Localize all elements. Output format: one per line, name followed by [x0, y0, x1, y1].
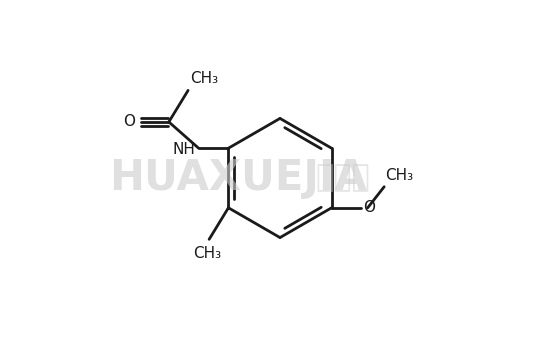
Text: 化学加: 化学加: [316, 163, 371, 193]
Text: O: O: [363, 200, 375, 215]
Text: CH₃: CH₃: [385, 168, 413, 183]
Text: O: O: [123, 114, 135, 130]
Text: HUAXUEJIA: HUAXUEJIA: [109, 157, 367, 199]
Text: CH₃: CH₃: [190, 71, 218, 86]
Text: NH: NH: [173, 142, 196, 157]
Text: CH₃: CH₃: [193, 246, 221, 261]
